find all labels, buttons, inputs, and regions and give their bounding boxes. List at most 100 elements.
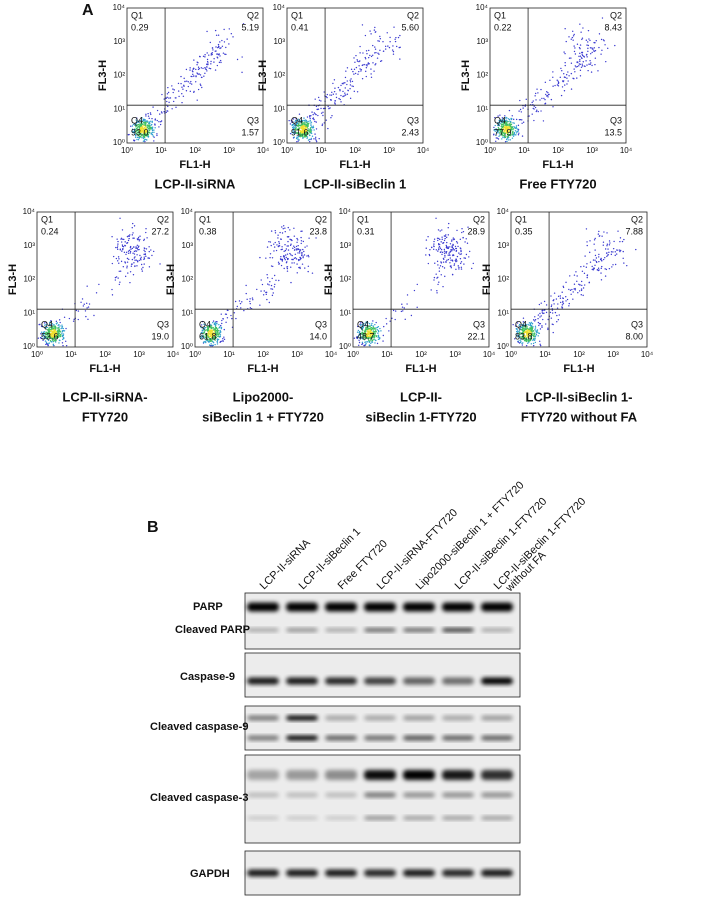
event-dot — [598, 261, 599, 262]
event-dot — [591, 52, 592, 53]
event-dot — [543, 98, 544, 99]
event-dot — [402, 310, 403, 311]
event-dot — [578, 56, 579, 57]
event-dot — [588, 64, 589, 65]
event-dot — [442, 243, 443, 244]
event-dot — [437, 264, 438, 265]
event-dot — [316, 109, 317, 110]
event-dot — [393, 310, 394, 311]
event-dot — [275, 242, 276, 243]
event-dot — [533, 330, 534, 331]
event-dot — [579, 47, 580, 48]
event-dot — [82, 298, 83, 299]
event-dot — [313, 138, 314, 139]
event-dot — [538, 111, 539, 112]
quadrant-value: 0.24 — [41, 226, 59, 236]
event-dot — [372, 45, 373, 46]
event-dot — [288, 245, 289, 246]
event-dot — [586, 267, 587, 268]
x-tick-label: 10³ — [607, 350, 619, 359]
event-dot — [150, 133, 151, 134]
event-dot — [569, 58, 570, 59]
event-dot — [264, 290, 265, 291]
event-dot — [449, 246, 450, 247]
event-dot — [201, 87, 202, 88]
event-dot — [570, 290, 571, 291]
row-label: PARP — [193, 601, 223, 613]
event-dot — [560, 298, 561, 299]
event-dot — [539, 323, 540, 324]
event-dot — [622, 258, 623, 259]
event-dot — [198, 67, 199, 68]
y-tick-label: 10⁰ — [181, 342, 193, 351]
event-dot — [153, 132, 154, 133]
event-dot — [304, 246, 305, 247]
event-dot — [604, 268, 605, 269]
plot-title: LCP-II-siRNA- — [62, 389, 147, 404]
event-dot — [601, 39, 602, 40]
event-dot — [210, 68, 211, 69]
panel-label: A — [82, 2, 94, 19]
event-dot — [121, 241, 122, 242]
event-dot — [518, 134, 519, 135]
event-dot — [598, 269, 599, 270]
event-dot — [399, 47, 400, 48]
event-dot — [53, 324, 54, 325]
event-dot — [580, 266, 581, 267]
quadrant-value: 0.22 — [494, 22, 512, 32]
band — [442, 816, 474, 820]
quadrant-value: 5.19 — [241, 22, 259, 32]
event-dot — [612, 251, 613, 252]
event-dot — [117, 277, 118, 278]
event-dot — [217, 340, 218, 341]
event-dot — [615, 251, 616, 252]
event-dot — [369, 342, 370, 343]
event-dot — [153, 129, 154, 130]
event-dot — [598, 268, 599, 269]
band — [247, 678, 279, 685]
event-dot — [399, 35, 400, 36]
event-dot — [458, 268, 459, 269]
event-dot — [152, 132, 153, 133]
event-dot — [346, 84, 347, 85]
y-axis-label: FL3-H — [460, 60, 472, 91]
y-tick-label: 10⁴ — [476, 3, 489, 12]
event-dot — [286, 257, 287, 258]
event-dot — [387, 32, 388, 33]
y-tick-label: 10³ — [497, 241, 509, 250]
event-dot — [553, 299, 554, 300]
event-dot — [565, 282, 566, 283]
event-dot — [371, 323, 372, 324]
event-dot — [273, 292, 274, 293]
plot-title: LCP-II-siBeclin 1- — [526, 389, 633, 404]
event-dot — [158, 121, 159, 122]
event-dot — [605, 61, 606, 62]
event-dot — [455, 260, 456, 261]
event-dot — [274, 275, 275, 276]
event-dot — [73, 319, 74, 320]
event-dot — [378, 336, 379, 337]
event-dot — [280, 256, 281, 257]
event-dot — [275, 230, 276, 231]
event-dot — [299, 252, 300, 253]
event-dot — [551, 99, 552, 100]
event-dot — [340, 85, 341, 86]
event-dot — [296, 246, 297, 247]
event-dot — [604, 44, 605, 45]
event-dot — [134, 253, 135, 254]
event-dot — [298, 249, 299, 250]
flow-plot: 10⁰10⁰10¹10¹10²10²10³10³10⁴10⁴FL1-HFL3-H… — [97, 3, 270, 191]
event-dot — [288, 249, 289, 250]
event-dot — [389, 37, 390, 38]
event-dot — [456, 241, 457, 242]
event-dot — [464, 241, 465, 242]
event-dot — [551, 304, 552, 305]
event-dot — [544, 99, 545, 100]
event-dot — [231, 33, 232, 34]
event-dot — [344, 82, 345, 83]
y-tick-label: 10³ — [273, 37, 285, 46]
event-dot — [439, 239, 440, 240]
event-dot — [563, 286, 564, 287]
event-dot — [161, 94, 162, 95]
event-dot — [359, 46, 360, 47]
